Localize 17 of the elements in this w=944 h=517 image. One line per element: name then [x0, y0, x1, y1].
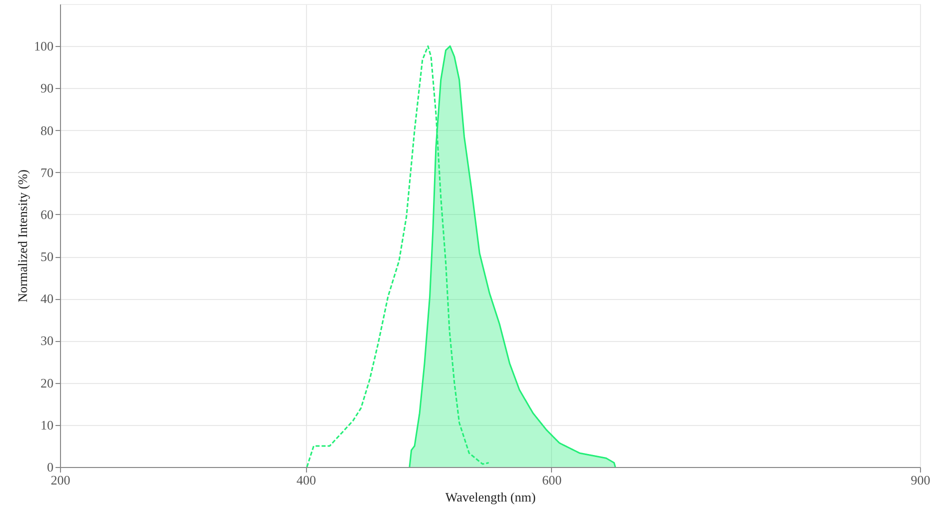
y-tick-label: 30	[40, 333, 54, 348]
y-tick-label: 40	[40, 291, 54, 306]
y-tick-label: 20	[40, 375, 54, 390]
y-axis-title: Normalized Intensity (%)	[15, 170, 30, 302]
x-tick-label: 600	[542, 472, 562, 488]
y-tick-label: 80	[40, 122, 54, 138]
x-tick-label: 200	[50, 472, 70, 488]
y-tick-label: 0	[47, 460, 54, 474]
y-tick-label: 70	[40, 164, 54, 180]
x-axis-title: Wavelength (nm)	[445, 490, 536, 504]
y-tick-label: 60	[40, 206, 54, 222]
x-tick-label: 900	[910, 472, 930, 488]
y-tick-label: 50	[40, 249, 54, 264]
y-tick-label: 10	[40, 417, 54, 432]
x-tick-label: 400	[296, 472, 316, 488]
y-tick-label: 90	[40, 80, 54, 96]
y-tick-label: 100	[34, 38, 54, 54]
